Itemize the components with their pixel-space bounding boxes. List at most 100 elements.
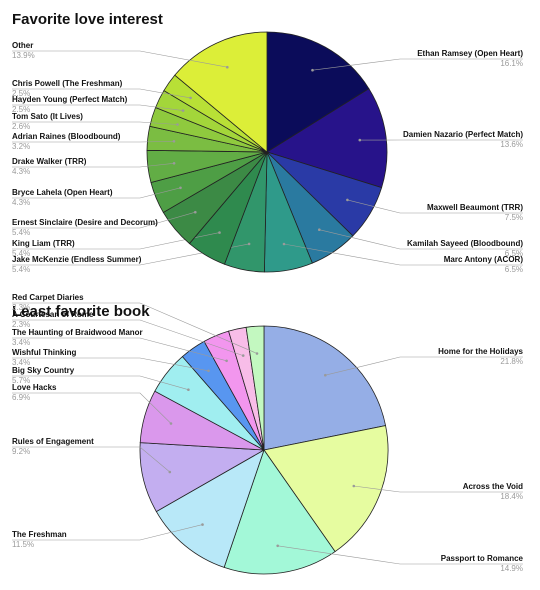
leader-dot — [201, 523, 204, 526]
slice-percent-label: 3.4% — [12, 338, 30, 347]
leader-line — [12, 392, 172, 424]
pie-slice-red-carpet-diaries — [245, 325, 265, 451]
leader-dot — [207, 369, 210, 373]
slice-percent-label: 9.2% — [12, 447, 30, 456]
leader-dot — [346, 198, 349, 202]
leader-line — [12, 319, 244, 356]
leader-line — [12, 141, 175, 143]
leader-dot — [181, 109, 185, 112]
slice-percent-label: 5.4% — [12, 249, 30, 258]
leader-dot — [172, 162, 176, 165]
leader-line — [12, 446, 170, 473]
leader-dot — [226, 65, 229, 69]
leader-dot — [276, 544, 280, 548]
chart-title-love-interest: Favorite love interest — [12, 11, 163, 28]
leader-line — [12, 121, 178, 125]
leader-dot — [358, 138, 362, 142]
slice-label: Hayden Young (Perfect Match) — [12, 95, 128, 104]
slice-label: The Haunting of Braidwood Manor — [12, 328, 143, 337]
leader-dot — [168, 470, 172, 474]
leader-dot — [172, 140, 176, 143]
slice-label: Jake McKenzie (Endless Summer) — [12, 255, 142, 264]
pie-slice-passport-to-romance — [223, 449, 336, 575]
slice-label: Love Hacks — [12, 383, 57, 392]
slice-percent-label: 6.5% — [505, 265, 523, 274]
leader-line — [12, 357, 209, 372]
leader-line — [283, 243, 523, 266]
slice-label: Bryce Lahela (Open Heart) — [12, 188, 113, 197]
leader-line — [12, 88, 191, 99]
leader-dot — [318, 228, 321, 231]
leader-line — [12, 211, 196, 229]
slice-label: Ernest Sinclaire (Desire and Decorum) — [12, 218, 158, 227]
slice-label: Home for the Holidays — [438, 347, 523, 356]
slice-label: Tom Sato (It Lives) — [12, 112, 83, 121]
slice-percent-label: 5.4% — [12, 228, 30, 237]
leader-dot — [352, 484, 356, 488]
leader-line — [12, 187, 181, 199]
slice-label: Red Carpet Diaries — [12, 293, 84, 302]
slice-percent-label: 3.2% — [12, 142, 30, 151]
slice-label: Across the Void — [463, 482, 523, 491]
slice-label: Damien Nazario (Perfect Match) — [403, 130, 523, 139]
leader-dot — [179, 186, 182, 190]
leader-line — [12, 163, 175, 168]
slice-label: Ethan Ramsey (Open Heart) — [417, 49, 523, 58]
leader-line — [347, 199, 523, 214]
leader-dot — [218, 231, 221, 234]
pie-slice-ethan-ramsey-open-heart — [266, 31, 370, 153]
leader-dot — [324, 373, 327, 377]
slice-percent-label: 2.3% — [12, 320, 30, 329]
pie-slice-damien-nazario-perfect-match — [266, 88, 388, 189]
slice-label: Passport to Romance — [441, 554, 524, 563]
leader-line — [277, 545, 523, 565]
slice-label: Rules of Engagement — [12, 437, 94, 446]
slice-label: Other — [12, 41, 33, 50]
chart-title-least-favorite-book: Least favorite book — [12, 303, 150, 320]
slice-percent-label: 7.5% — [505, 213, 523, 222]
slice-label: Chris Powell (The Freshman) — [12, 79, 123, 88]
leader-dot — [247, 242, 251, 246]
leader-line — [12, 104, 184, 111]
leader-dot — [241, 354, 245, 357]
slice-label: Maxwell Beaumont (TRR) — [427, 203, 523, 212]
slice-percent-label: 4.3% — [12, 167, 30, 176]
leader-dot — [225, 359, 228, 363]
leader-dot — [187, 388, 190, 392]
slice-percent-label: 14.9% — [500, 564, 523, 573]
leader-line — [319, 229, 523, 250]
slice-percent-label: 5.7% — [12, 376, 30, 385]
pie-love-interest: Ethan Ramsey (Open Heart)16.1% Damien Naz… — [12, 31, 524, 274]
slice-label: Wishful Thinking — [12, 348, 76, 357]
slice-label: King Liam (TRR) — [12, 239, 75, 248]
leader-line — [12, 524, 203, 541]
slice-percent-label: 5.4% — [12, 265, 30, 274]
slice-percent-label: 2.3% — [12, 303, 30, 312]
pie-slice-the-freshman — [155, 449, 265, 568]
slice-percent-label: 3.4% — [12, 358, 30, 367]
pie-slice-across-the-void — [263, 425, 389, 553]
pie-slice-home-for-the-holidays — [263, 325, 387, 451]
slice-label: Marc Antony (ACOR) — [444, 255, 524, 264]
slice-label: The Freshman — [12, 530, 67, 539]
slice-label: Adrian Raines (Bloodbound) — [12, 132, 121, 141]
leader-dot — [311, 68, 314, 72]
slice-label: A Courtesan of Rome — [12, 310, 94, 319]
leader-line — [325, 356, 523, 376]
slice-percent-label: 16.1% — [500, 59, 523, 68]
leader-line — [12, 375, 189, 390]
slice-percent-label: 6.5% — [505, 249, 523, 258]
slice-percent-label: 2.6% — [12, 122, 30, 131]
slice-label: Kamilah Sayeed (Bloodbound) — [407, 239, 523, 248]
slice-percent-label: 21.8% — [500, 357, 523, 366]
leader-line — [312, 58, 523, 71]
leader-dot — [176, 123, 179, 126]
slice-label: Big Sky Country — [12, 366, 75, 375]
leader-dot — [169, 422, 173, 425]
leader-line — [12, 337, 227, 362]
leader-line — [12, 50, 228, 68]
leader-line — [353, 485, 523, 493]
leader-dot — [282, 242, 286, 246]
